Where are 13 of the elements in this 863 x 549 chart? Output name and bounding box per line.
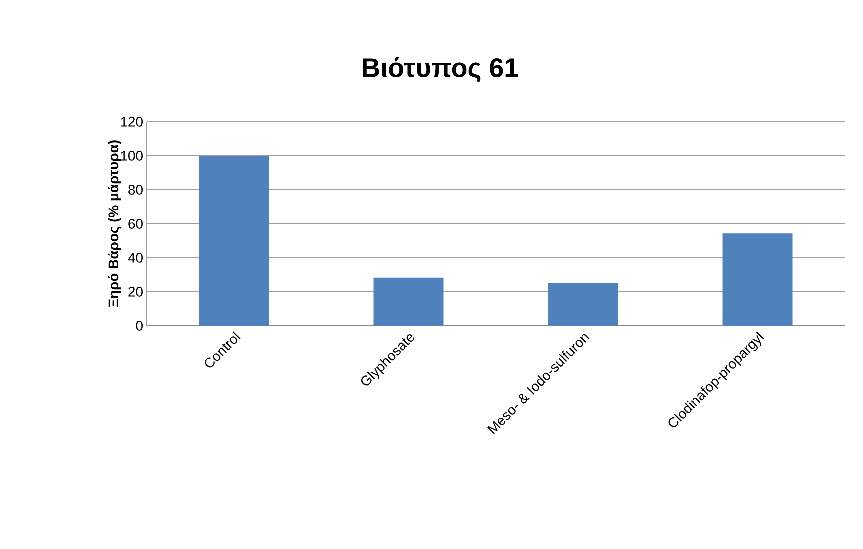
y-tick-label: 0 [136,321,143,331]
bar [548,283,618,326]
y-tick-label: 100 [121,151,143,161]
bar [374,278,444,326]
y-axis-title: Ξηρό Βάρος (% μάρτυρα) [108,140,122,308]
y-tick-label: 80 [128,185,143,195]
y-tick-label: 20 [128,287,143,297]
chart-title: Βιότυπος 61 [363,57,518,82]
y-tick-label: 60 [128,219,143,229]
y-tick-label: 40 [128,253,143,263]
bar [722,234,793,326]
bar [199,156,270,326]
y-tick-label: 120 [121,117,143,127]
